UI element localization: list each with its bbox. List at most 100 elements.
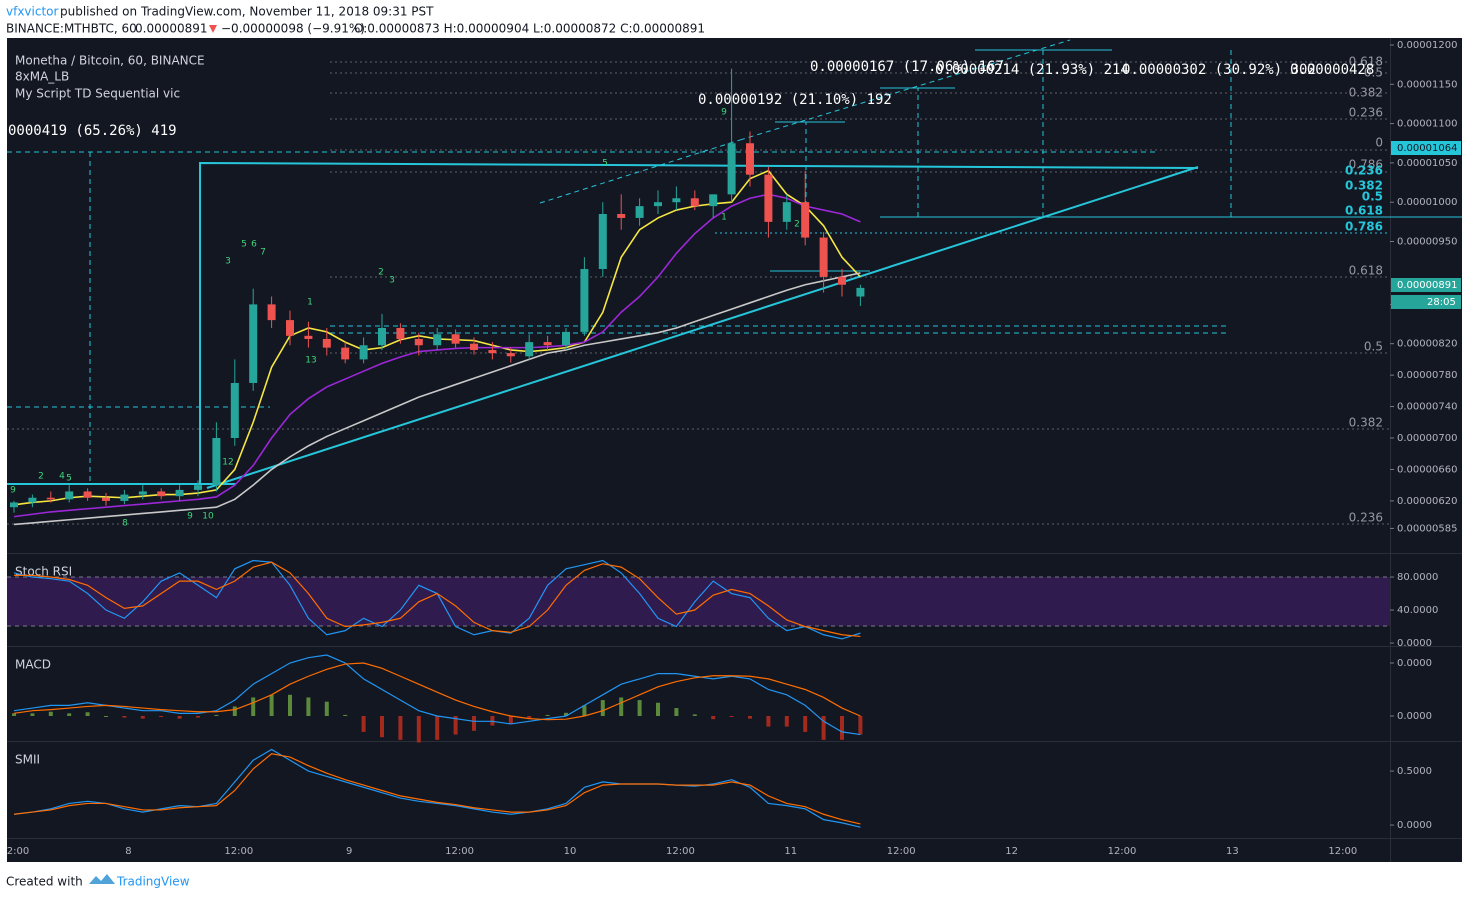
candle-body — [46, 497, 55, 500]
fib-label: 0.786 — [1349, 158, 1383, 172]
histogram-bar — [85, 712, 90, 716]
fib-label: 0 — [1375, 136, 1383, 150]
pane-separators — [7, 38, 1462, 862]
candle-body — [414, 338, 423, 346]
td-count: 10 — [202, 512, 214, 522]
x-tick-label: 12:00 — [1108, 846, 1137, 857]
td-count: 1 — [721, 213, 727, 223]
measure-label: 0000419 (65.26%) 419 — [8, 123, 177, 139]
candle-body — [10, 502, 18, 508]
histogram-bar — [140, 715, 145, 719]
x-tick-label: 12:00 — [666, 846, 695, 857]
td-count: 6 — [251, 240, 257, 250]
candle-body — [359, 345, 368, 360]
histogram-bar — [858, 715, 863, 735]
histogram-bar — [674, 708, 679, 716]
fib-label: 0.382 — [1349, 86, 1383, 100]
candle-body — [194, 485, 202, 490]
publisher[interactable]: vfxvictor — [6, 5, 59, 19]
td-count: 13 — [305, 356, 316, 366]
y-tick-label: 0.00001200 — [1397, 40, 1457, 51]
td-count: 9 — [10, 486, 16, 496]
histogram-bar — [30, 713, 35, 716]
footer-brand[interactable]: TradingView — [116, 875, 190, 889]
last-price: 0.00000891 — [135, 22, 208, 36]
histogram-bar — [582, 705, 587, 716]
price-tag: 28:05 — [1427, 297, 1456, 308]
candle-body — [249, 304, 258, 383]
measure-label: 0.00000214 (21.93%) 214 — [935, 62, 1129, 78]
y-tick-label: 0.00000820 — [1397, 339, 1457, 350]
x-tick-label: 11 — [784, 846, 797, 857]
fib-label: 0.236 — [1349, 106, 1383, 120]
candle-body — [506, 353, 515, 357]
candle-body — [175, 489, 184, 497]
histogram-bar — [656, 702, 660, 716]
candle-body — [488, 349, 497, 354]
histogram-bar — [692, 714, 697, 716]
measure-label: 0.00000302 (30.92%) 302 — [1122, 62, 1316, 78]
y-tick-label: 0.00001150 — [1397, 79, 1457, 90]
td-count: 3 — [389, 276, 395, 286]
candle-body — [838, 276, 846, 285]
x-tick-label: 12:00 — [224, 846, 253, 857]
histogram-bar — [508, 715, 513, 724]
fib-label: 0.382 — [1349, 416, 1383, 430]
histogram-bar — [122, 715, 127, 718]
candle-body — [690, 198, 699, 207]
histogram-bar — [177, 715, 182, 719]
histogram-bar — [343, 714, 348, 716]
price-tag: 0.00000891 — [1397, 280, 1457, 291]
fib-label-cyan: 0.786 — [1345, 220, 1383, 234]
x-tick-label: 12:00 — [445, 846, 474, 857]
candle-body — [120, 494, 129, 501]
td-count: 2 — [378, 268, 384, 278]
candle-body — [230, 382, 239, 439]
y-tick-label: 0.00000660 — [1397, 464, 1457, 475]
fib-label: 0.5 — [1364, 66, 1383, 80]
candle-body — [267, 304, 276, 321]
x-tick-label: 9 — [346, 846, 352, 857]
y-tick-label: 0.00000700 — [1397, 433, 1457, 444]
ohlc: O:0.00000873 H:0.00000904 L:0.00000872 C… — [354, 22, 705, 36]
td-count: 9 — [721, 108, 727, 118]
measure-label: 0.00000428 — [1290, 62, 1374, 78]
td-count: 2 — [794, 220, 800, 230]
y-tick-label: 40.0000 — [1397, 605, 1438, 616]
td-count: 9 — [187, 512, 193, 522]
td-count: 5 — [602, 159, 608, 169]
y-tick-label: 0.00001000 — [1397, 197, 1457, 208]
histogram-bar — [416, 715, 421, 743]
histogram-bar — [380, 715, 384, 738]
y-tick-label: 80.0000 — [1397, 572, 1438, 583]
y-tick-label: 0.00001100 — [1397, 119, 1457, 130]
histogram-bar — [324, 701, 329, 716]
histogram-bar — [711, 715, 716, 720]
candle-body — [396, 327, 405, 339]
pane-title: SMII — [15, 753, 40, 767]
fib-label: 0.236 — [1349, 511, 1383, 525]
td-count: 12 — [222, 458, 233, 468]
histogram-bar — [48, 711, 53, 716]
symbol: BINANCE:MTHBTC, 60 — [6, 22, 137, 36]
histogram-bar — [306, 697, 311, 716]
candle-body — [451, 334, 460, 344]
y-tick-label: 0.00000740 — [1397, 402, 1457, 413]
y-tick-label: 0.00000620 — [1397, 496, 1457, 507]
candle-body — [341, 347, 350, 360]
histogram-bar — [232, 706, 237, 716]
histogram-bar — [729, 715, 734, 717]
tv-logo — [89, 874, 115, 884]
y-tick-label: 0.0000 — [1397, 638, 1432, 649]
candle-body — [304, 335, 313, 339]
histogram-bar — [766, 715, 771, 727]
td-count: 5 — [66, 474, 72, 484]
measure-label: 0.00000192 (21.10%) 192 — [698, 92, 892, 108]
histogram-bar — [159, 715, 164, 718]
measure-label: 0.00000167 (17.06%) 167 — [810, 59, 1004, 75]
candle-body — [654, 202, 662, 207]
series-line — [13, 272, 861, 526]
y-tick-label: 0.0000 — [1397, 820, 1432, 831]
histogram-bar — [214, 714, 219, 716]
